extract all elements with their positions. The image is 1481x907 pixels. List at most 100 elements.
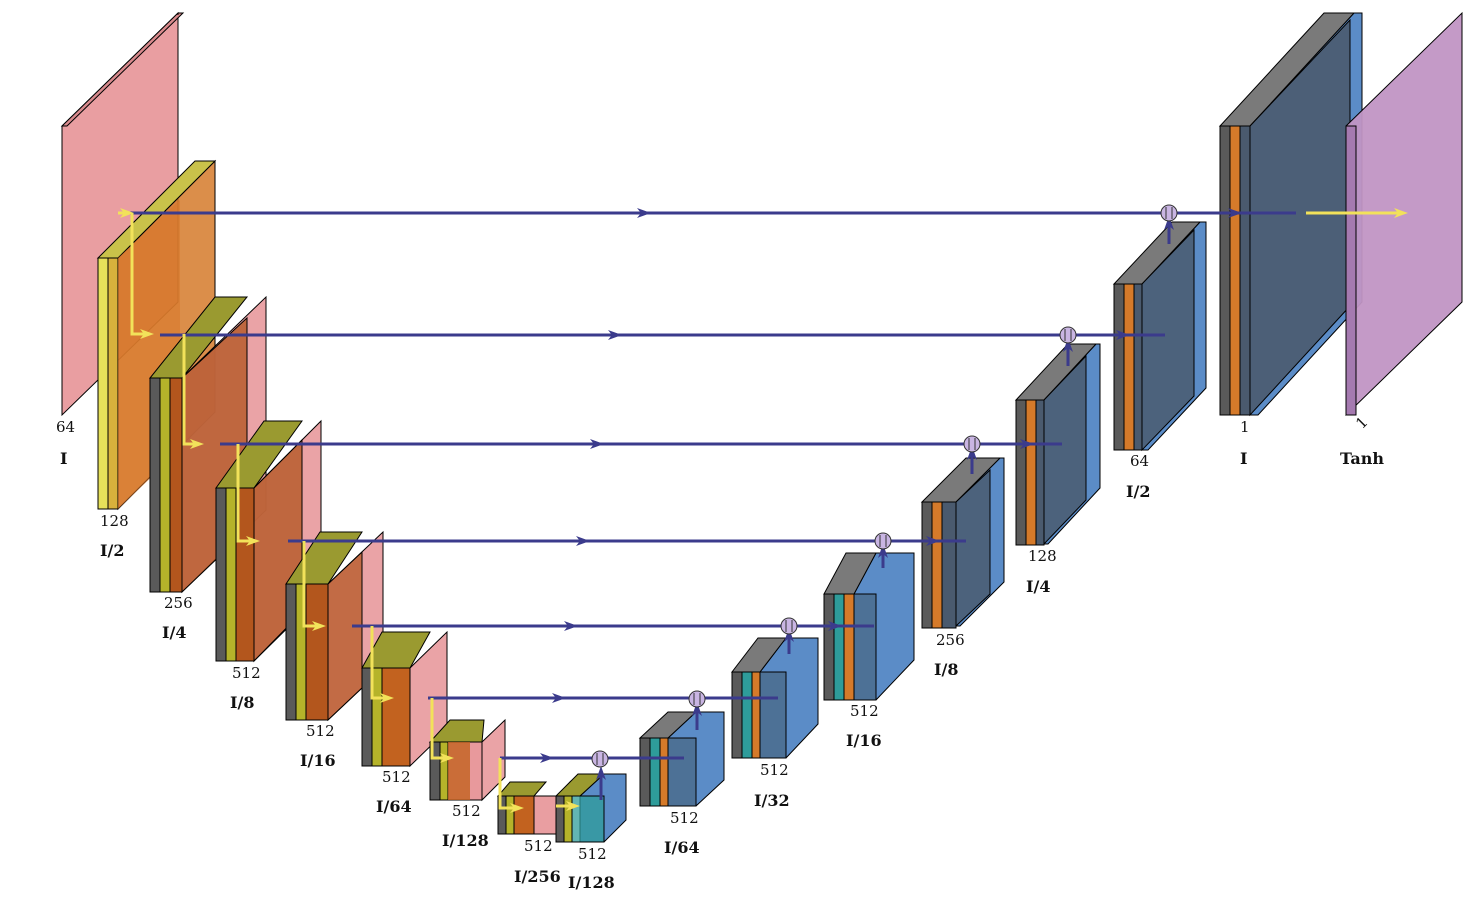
enc3-act-face <box>225 487 237 662</box>
encoder-block-5 <box>361 630 448 768</box>
decoder-block-7 <box>1112 221 1207 452</box>
dec4-orange-face <box>843 593 855 701</box>
decoder-block-1 <box>554 773 627 843</box>
enc3-dark-face <box>215 487 227 662</box>
dec2-dark-face <box>639 737 651 807</box>
enc2-orange-face <box>169 377 183 593</box>
dec8-orange-face <box>1229 125 1241 416</box>
enc4-size-label: I/16 <box>300 751 336 770</box>
dec3-orange-face <box>751 671 761 759</box>
dec2-orange-face <box>659 737 669 807</box>
path-seg-5 <box>370 626 394 703</box>
concat-nodes <box>591 204 1178 768</box>
path-seg-2 <box>182 334 204 449</box>
dec2-gray-face <box>667 737 697 807</box>
enc7-orange-face <box>513 795 535 835</box>
path-seg-3 <box>236 444 260 546</box>
dec2-channels-label: 512 <box>670 809 699 827</box>
labels: 64 I 128 I/2 256 I/4 512 I/8 512 I/16 51… <box>56 413 1384 892</box>
encoder-block-6 <box>428 718 506 802</box>
enc2-channels-label: 256 <box>164 594 193 612</box>
path-seg-7 <box>498 758 524 813</box>
dec8-channels-label: 1 <box>1240 418 1250 436</box>
dec7-channels-label: 64 <box>1130 452 1149 470</box>
dec6-dark-face <box>1015 399 1027 546</box>
dec5-orange-face <box>931 501 943 629</box>
enc6-pool-box <box>481 718 506 802</box>
concat-circle-icon <box>1059 326 1077 344</box>
enc4-dark-face <box>285 583 297 721</box>
dec5-inner <box>955 468 991 628</box>
dec7-inner <box>1141 228 1195 452</box>
enc7-act-face <box>505 795 515 835</box>
dec6-channels-label: 128 <box>1028 547 1057 565</box>
enc4-orange-face <box>305 583 329 721</box>
enc2-size-label: I/4 <box>162 623 186 642</box>
enc7-channels-label: 512 <box>524 837 553 855</box>
enc1-conv-face <box>97 257 109 510</box>
dec5-gray-face <box>941 501 957 629</box>
enc7-top <box>496 781 548 797</box>
input-plane-side <box>60 12 185 127</box>
dec5-dark-face <box>921 501 933 629</box>
concat-circle-icon <box>688 690 706 708</box>
enc5-size-label: I/64 <box>376 797 412 816</box>
enc1-channels-label: 128 <box>100 512 129 530</box>
output-size-label: Tanh <box>1340 449 1384 468</box>
dec5-size-label: I/8 <box>934 660 958 679</box>
dec6-orange-face <box>1025 399 1037 546</box>
enc5-channels-label: 512 <box>382 768 411 786</box>
enc5-orange-face <box>381 667 411 767</box>
enc6-orange-inner <box>448 742 470 800</box>
input-channels-label: 64 <box>56 418 75 436</box>
decoder-block-5 <box>920 457 1005 629</box>
enc3-channels-label: 512 <box>232 664 261 682</box>
dec6-inner <box>1043 354 1087 546</box>
enc1-size-label: I/2 <box>100 541 124 560</box>
dec8-gray-face <box>1239 125 1251 416</box>
concat-circle-icon <box>1160 204 1178 222</box>
enc6-size-label: I/128 <box>442 831 489 850</box>
dec2-teal-face <box>649 737 661 807</box>
dec1-act-face <box>563 795 573 843</box>
encoder-path <box>118 208 1408 813</box>
dec4-channels-label: 512 <box>850 702 879 720</box>
dec1-size-label: I/128 <box>568 873 615 892</box>
decoder-flow <box>596 208 1242 800</box>
dec2-size-label: I/64 <box>664 838 700 857</box>
dec4-teal-face <box>833 593 845 701</box>
enc7-size-label: I/256 <box>514 867 561 886</box>
dec4-dark-face <box>823 593 835 701</box>
dec3-channels-label: 512 <box>760 761 789 779</box>
enc1-act-face <box>107 257 119 510</box>
path-seg-1 <box>130 213 154 339</box>
dec8-size-label: I <box>1240 449 1247 468</box>
dec8-dark-face <box>1219 125 1231 416</box>
path-seg-4 <box>302 541 326 631</box>
dec1-dark-face <box>555 795 565 843</box>
decoder-block-6 <box>1014 343 1101 546</box>
skip-connections <box>118 208 1296 763</box>
output-channels-label: 1 <box>1352 413 1371 432</box>
dec6-size-label: I/4 <box>1026 577 1050 596</box>
dec4-gray-face <box>853 593 877 701</box>
enc2-dark-face <box>149 377 161 593</box>
concat-circle-icon <box>874 532 892 550</box>
enc4-channels-label: 512 <box>306 722 335 740</box>
decoder-block-3 <box>730 637 819 759</box>
dec3-teal-face <box>741 671 753 759</box>
dec1-teal-face <box>571 795 605 843</box>
concat-circle-icon <box>963 435 981 453</box>
dec1-channels-label: 512 <box>578 845 607 863</box>
enc6-act-face <box>439 741 449 801</box>
output-plane-edge <box>1345 125 1357 416</box>
dec4-size-label: I/16 <box>846 731 882 750</box>
dec3-size-label: I/32 <box>754 791 790 810</box>
dec5-channels-label: 256 <box>936 631 965 649</box>
decoder-block-8 <box>1218 12 1363 417</box>
enc2-act-face <box>159 377 171 593</box>
input-size-label: I <box>60 449 67 468</box>
decoder-block-4 <box>823 552 915 701</box>
decoder-block-2 <box>638 711 725 807</box>
